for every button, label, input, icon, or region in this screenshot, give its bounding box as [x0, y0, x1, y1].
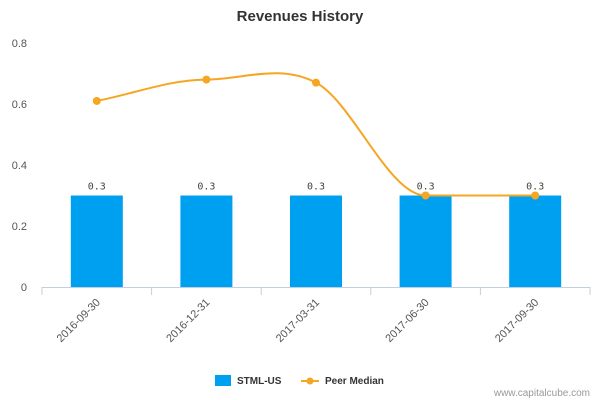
bars-group [70, 195, 562, 288]
peer-median-series [92, 72, 540, 200]
peer-median-point[interactable] [202, 75, 211, 84]
x-tick-label: 2017-06-30 [383, 297, 431, 345]
legend-bar-swatch [215, 375, 231, 386]
y-tick-label: 0.6 [12, 99, 27, 111]
y-tick-label: 0.2 [12, 221, 27, 233]
y-tick-label: 0.8 [12, 38, 27, 50]
legend-label-peer-median: Peer Median [325, 376, 384, 387]
peer-median-point[interactable] [531, 191, 540, 200]
peer-median-point[interactable] [421, 191, 430, 200]
peer-median-point[interactable] [312, 78, 320, 87]
bar-stml-us[interactable] [290, 195, 342, 288]
legend-item-peer-median[interactable]: Peer Median [301, 376, 384, 387]
legend-line-marker [306, 377, 314, 385]
bar-data-label: 0.3 [526, 182, 544, 193]
peer-median-point[interactable] [92, 96, 101, 105]
x-tick-label: 2017-09-30 [493, 297, 541, 345]
bar-data-label: 0.3 [417, 182, 435, 193]
legend: STML-US Peer Median [215, 375, 384, 387]
legend-item-stml-us[interactable]: STML-US [215, 375, 282, 387]
x-tick-label: 2016-09-30 [55, 297, 103, 345]
chart-title: Revenues History [237, 8, 364, 25]
bar-stml-us[interactable] [399, 195, 452, 288]
y-tick-label: 0.4 [12, 160, 27, 172]
bar-data-labels: 0.3 0.3 0.3 0.3 0.3 [88, 182, 544, 193]
y-axis: 0 0.2 0.4 0.6 0.8 [12, 38, 27, 294]
x-axis-ticks: 2016-09-30 2016-12-31 2017-03-31 2017-06-30… [41, 287, 591, 345]
watermark-text: www.capitalcube.com [493, 388, 590, 399]
bar-stml-us[interactable] [70, 195, 123, 288]
x-tick-label: 2016-12-31 [164, 297, 212, 345]
bar-data-label: 0.3 [88, 182, 106, 193]
bar-data-label: 0.3 [307, 182, 325, 193]
legend-label-stml-us: STML-US [237, 376, 282, 387]
peer-median-line [96, 72, 536, 197]
y-tick-label: 0 [21, 282, 27, 294]
bar-data-label: 0.3 [197, 182, 215, 193]
bar-stml-us[interactable] [180, 195, 233, 288]
x-tick-label: 2017-03-31 [274, 297, 322, 345]
bar-stml-us[interactable] [509, 195, 562, 288]
